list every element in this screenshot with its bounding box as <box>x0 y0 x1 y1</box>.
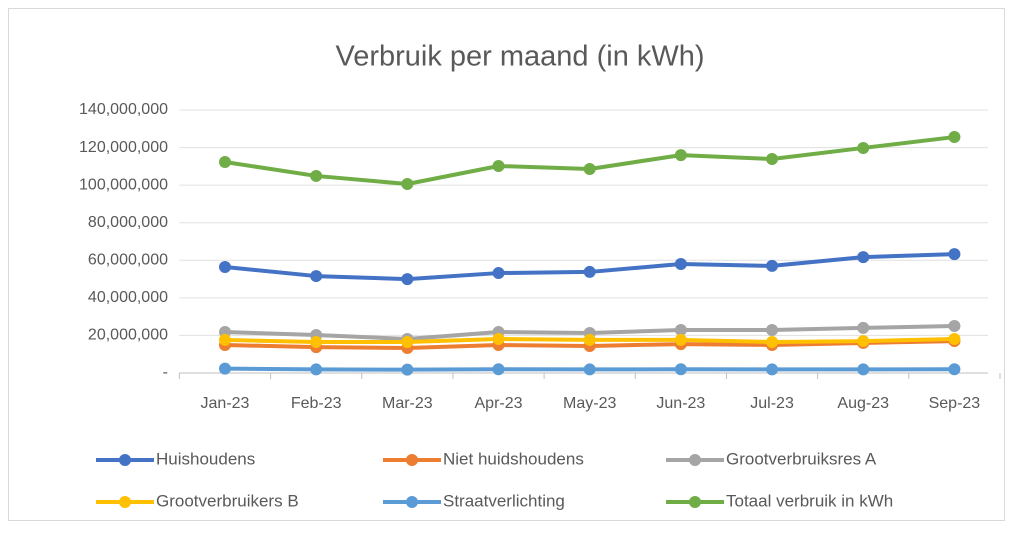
data-point <box>857 335 870 348</box>
x-tick-label: Apr-23 <box>475 395 523 412</box>
data-point <box>948 320 961 333</box>
legend-marker <box>406 454 418 466</box>
data-point <box>766 363 779 376</box>
data-point <box>583 162 596 175</box>
chart-title: Verbruik per maand (in kWh) <box>335 41 704 73</box>
x-tick-label: Mar-23 <box>382 395 433 412</box>
chart-border <box>8 8 1005 521</box>
x-tick-label: Jun-23 <box>656 395 705 412</box>
data-point <box>401 178 414 191</box>
data-point <box>766 153 779 166</box>
data-point <box>310 363 323 376</box>
y-tick-label: 60,000,000 <box>88 252 168 269</box>
data-point <box>492 267 505 280</box>
data-point <box>857 251 870 264</box>
data-point <box>766 323 779 336</box>
x-tick-label: Jan-23 <box>201 395 250 412</box>
legend-marker <box>406 496 418 508</box>
data-point <box>674 258 687 271</box>
x-tick-label: Jul-23 <box>750 395 794 412</box>
y-tick-label: 20,000,000 <box>88 327 168 344</box>
y-tick-label: 100,000,000 <box>79 176 168 193</box>
data-point <box>948 131 961 144</box>
x-tick-label: Aug-23 <box>837 395 889 412</box>
y-tick-label: 120,000,000 <box>79 139 168 156</box>
data-point <box>674 363 687 376</box>
data-point <box>674 323 687 336</box>
data-point <box>766 259 779 272</box>
legend-label: Grootverbruiksres A <box>726 449 877 468</box>
legend-marker <box>119 454 131 466</box>
data-point <box>857 321 870 334</box>
data-point <box>583 363 596 376</box>
data-point <box>948 363 961 376</box>
data-point <box>766 336 779 349</box>
data-point <box>674 333 687 346</box>
y-tick-label: 140,000,000 <box>79 101 168 118</box>
data-point <box>401 363 414 376</box>
data-point <box>857 141 870 154</box>
data-point <box>492 332 505 345</box>
legend-label: Grootverbruikers B <box>156 491 299 510</box>
y-tick-label: - <box>163 364 168 381</box>
data-point <box>310 169 323 182</box>
data-point <box>218 333 231 346</box>
legend-label: Huishoudens <box>156 449 255 468</box>
data-point <box>583 265 596 278</box>
data-point <box>492 159 505 172</box>
data-point <box>310 270 323 283</box>
data-point <box>948 332 961 345</box>
data-point <box>492 363 505 376</box>
x-tick-label: Sep-23 <box>929 395 981 412</box>
data-point <box>401 273 414 286</box>
legend-marker <box>119 496 131 508</box>
data-point <box>401 336 414 349</box>
data-point <box>948 248 961 261</box>
legend-label: Straatverlichting <box>443 491 565 510</box>
data-point <box>583 333 596 346</box>
x-tick-label: May-23 <box>563 395 616 412</box>
y-tick-label: 40,000,000 <box>88 289 168 306</box>
data-point <box>310 336 323 349</box>
x-tick-label: Feb-23 <box>291 395 342 412</box>
data-point <box>674 149 687 162</box>
legend-marker <box>689 496 701 508</box>
legend-label: Niet huidshoudens <box>443 449 584 468</box>
data-point <box>857 363 870 376</box>
data-point <box>218 261 231 274</box>
y-tick-label: 80,000,000 <box>88 214 168 231</box>
data-point <box>218 362 231 375</box>
legend-label: Totaal verbruik in kWh <box>726 491 893 510</box>
legend-marker <box>689 454 701 466</box>
data-point <box>218 156 231 169</box>
